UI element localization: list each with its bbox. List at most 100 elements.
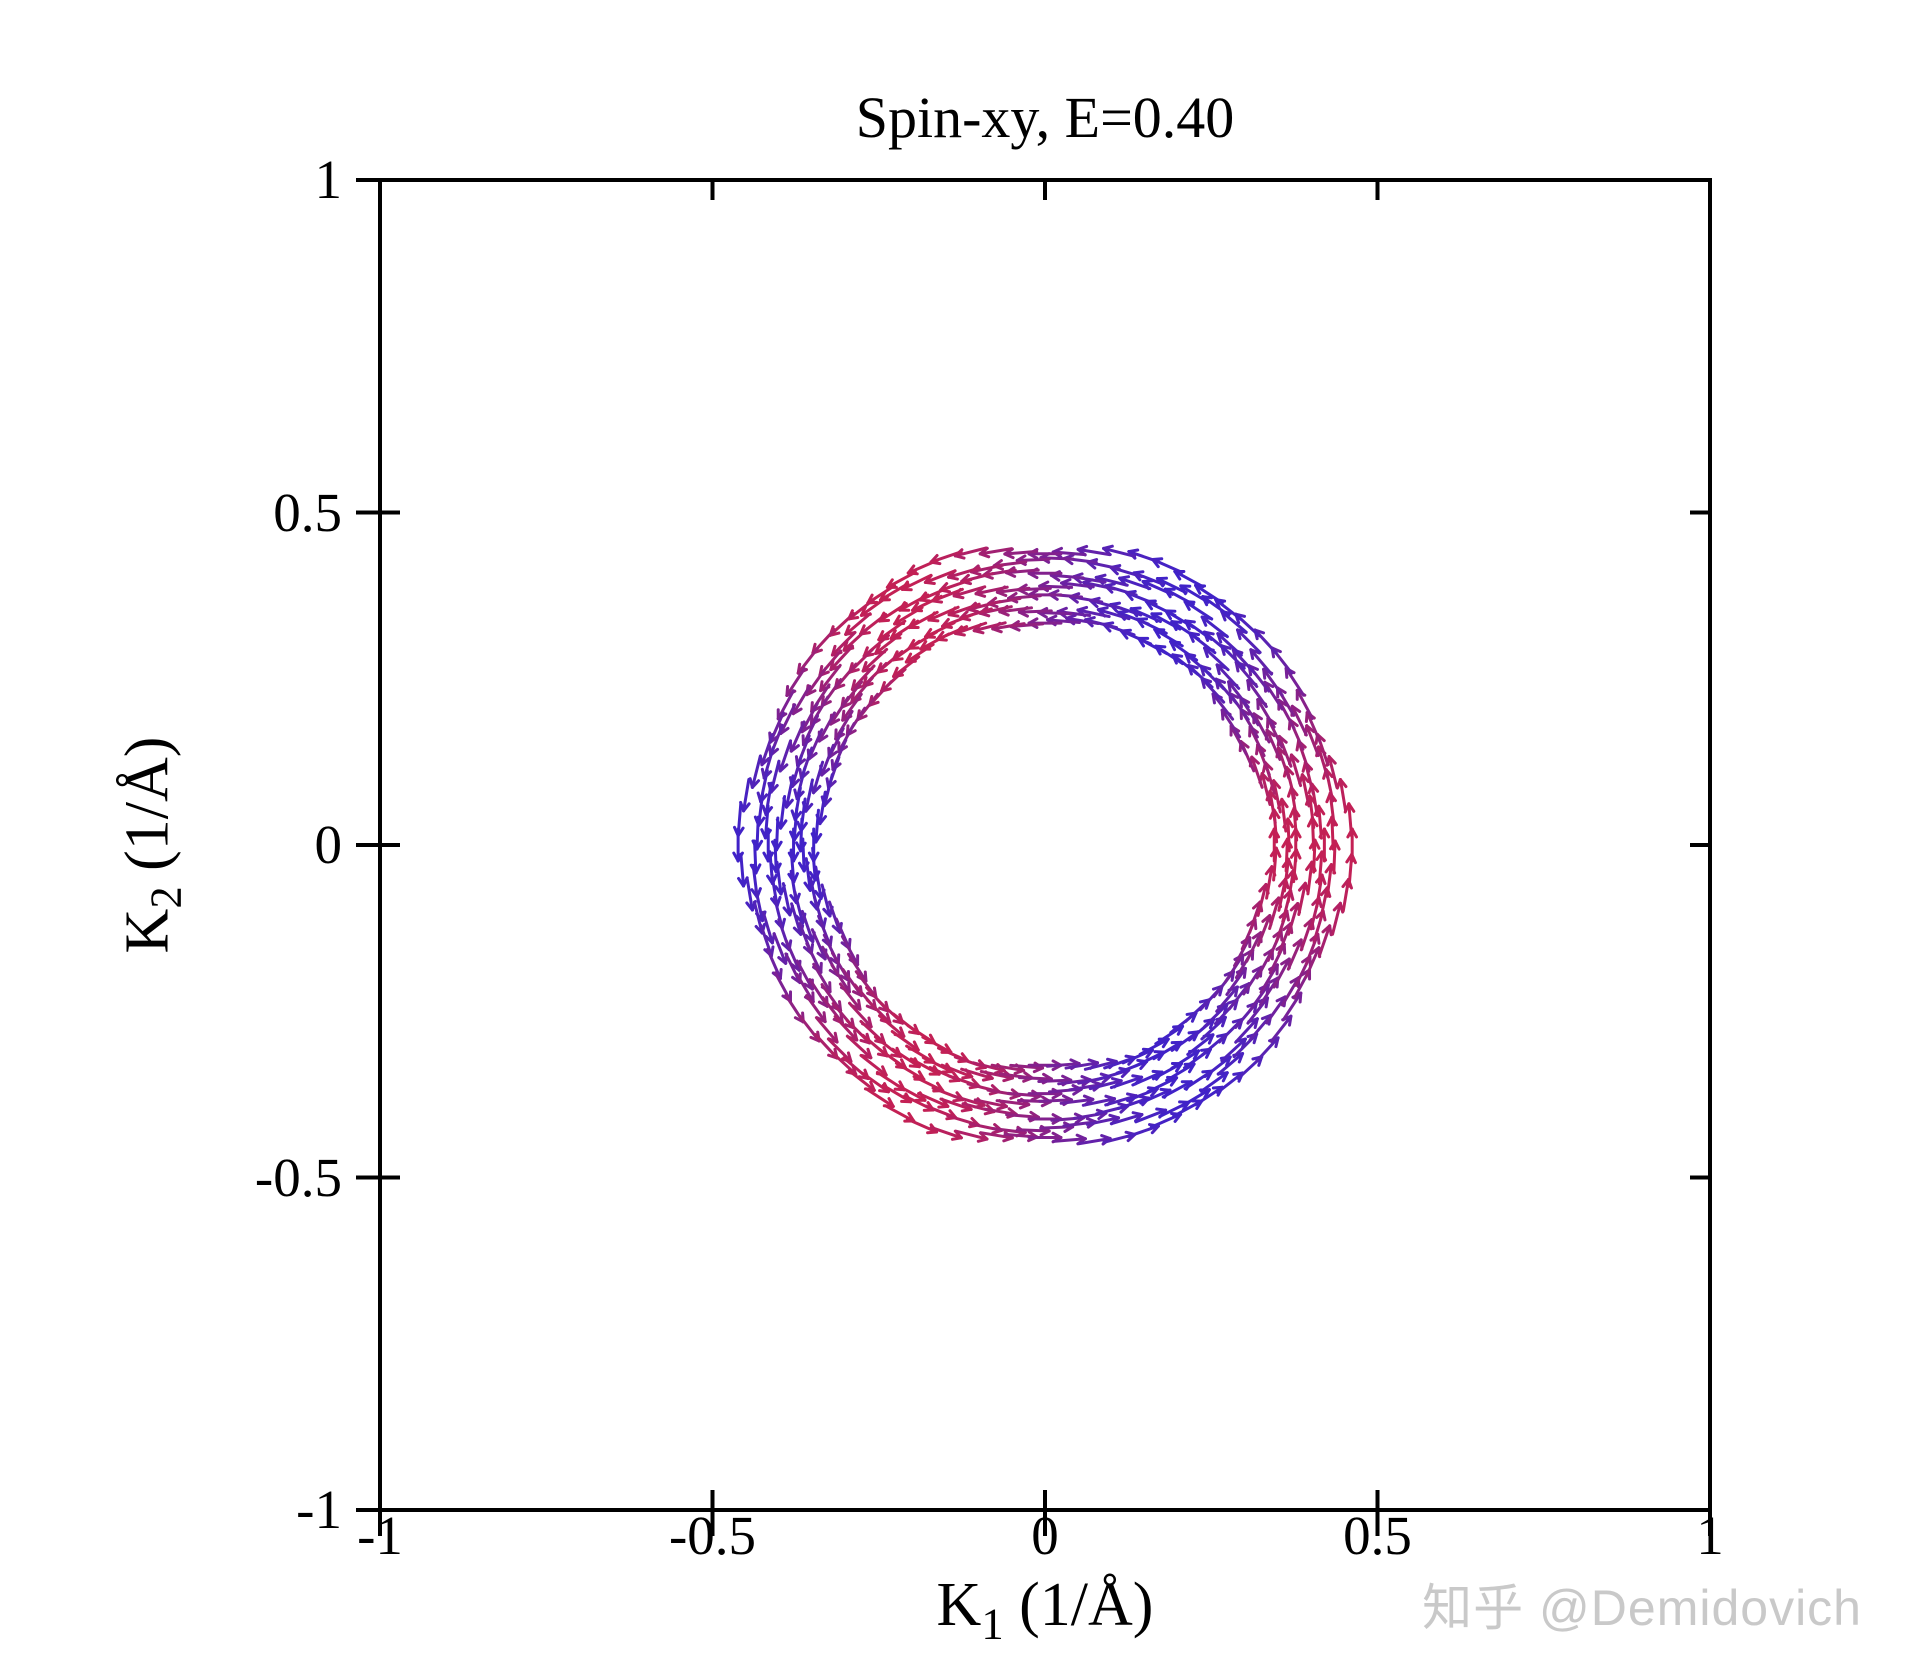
spin-arrow [1289,753,1303,788]
spin-arrow [1249,648,1273,676]
x-axis-label-sub: 1 [981,1598,1004,1649]
spin-arrow [812,962,832,994]
spin-arrow-head [1260,1013,1273,1021]
spin-arrow [1194,1085,1224,1107]
spin-arrow-head [1268,976,1280,984]
spin-arrow-head [1049,573,1061,582]
spin-arrow-head [1341,877,1351,889]
spin-arrow [833,1015,859,1042]
spin-arrow [1327,755,1339,790]
spin-arrow [1248,725,1266,758]
spin-arrow [954,621,988,635]
spin-arrow-head [814,833,823,844]
spin-arrow-head [1138,1095,1151,1100]
spin-arrow [1215,985,1239,1013]
spin-arrow [971,1061,1006,1073]
spin-arrow [1199,1071,1229,1093]
spin-arrow [1284,666,1306,697]
spin-arrow [877,619,907,642]
spin-arrow [990,1063,1026,1072]
spin-arrow [1194,583,1224,605]
spin-arrow-head [1061,1094,1074,1102]
spin-arrow [1317,745,1330,780]
spin-arrow [1236,628,1262,654]
spin-arrow-head [1324,863,1333,874]
spin-arrow [1186,1033,1215,1056]
spin-arrow-head [1227,680,1232,693]
spin-arrow [1134,1108,1168,1124]
spin-arrow [979,1131,1014,1140]
spin-arrow-head [1159,1087,1172,1092]
spin-arrow [1256,914,1272,947]
spin-arrow [900,573,933,591]
spin-arrow-head [972,629,985,635]
spin-arrow [1280,797,1288,833]
spin-arrow [830,963,851,994]
spin-arrow [1202,1002,1229,1029]
spin-arrow-head [869,1080,876,1092]
spin-arrow [1127,550,1161,564]
spin-arrow [859,1053,888,1077]
spin-arrow [898,593,930,612]
spin-arrow [1229,724,1248,756]
spin-arrow-head [1297,881,1307,892]
spin-arrow [947,566,981,579]
spin-arrow-head [998,610,1010,617]
spin-arrow [1038,584,1074,589]
spin-arrow-head [866,1047,873,1060]
spin-arrow-head [1328,839,1337,851]
x-tick-label: -1 [357,1505,403,1566]
spin-arrow [805,942,823,974]
spin-arrow [830,1051,858,1076]
spin-arrow [1272,957,1291,989]
spin-arrow [894,1061,926,1082]
spin-arrow-head [1216,632,1223,644]
spin-arrow-head [779,819,788,830]
spin-arrow-head [769,945,775,958]
spin-arrow [820,883,832,918]
spin-arrow-head [750,779,761,789]
spin-arrow [750,754,762,789]
spin-arrow [826,1037,853,1064]
spin-arrow [1173,569,1205,589]
spin-arrow-head [1131,1074,1144,1079]
spin-arrow [1331,901,1342,936]
spin-arrow [1184,652,1212,677]
spin-arrow [1131,1070,1164,1087]
spin-arrow [1265,865,1274,900]
spin-arrow-head [1305,860,1314,871]
spin-arrow-head [1144,599,1154,611]
spin-arrow [1154,1024,1185,1046]
spin-arrow [954,1129,989,1141]
spin-arrow-head [907,1111,916,1123]
spin-arrow [844,612,872,636]
spin-arrow-head [867,1016,873,1029]
spin-arrow [1117,1096,1151,1110]
spin-arrow [829,695,850,726]
spin-arrow-head [1326,815,1334,827]
spin-arrow-head [1258,882,1268,893]
spin-arrow-head [1184,652,1191,664]
spin-arrow [790,754,803,788]
spin-arrow [772,932,788,965]
spin-arrow-head [847,981,851,994]
spin-arrow-head [952,594,965,600]
spin-arrow-head [1308,838,1317,850]
spin-arrow-head [1080,1075,1092,1082]
spin-arrow [927,605,960,622]
spin-arrow-head [1289,848,1298,859]
spin-arrow-head [1264,865,1274,876]
spin-arrow [1246,996,1270,1025]
spin-arrow [1169,640,1199,662]
spin-arrow [745,877,754,912]
spin-arrow [1170,1049,1201,1070]
spin-arrow [1220,610,1248,634]
spin-arrow-head [757,816,766,827]
spin-arrow [820,983,843,1013]
spin-arrow [1200,615,1229,639]
spin-arrow [818,790,827,826]
spin-arrow [822,773,834,808]
spin-arrow [1268,789,1277,825]
